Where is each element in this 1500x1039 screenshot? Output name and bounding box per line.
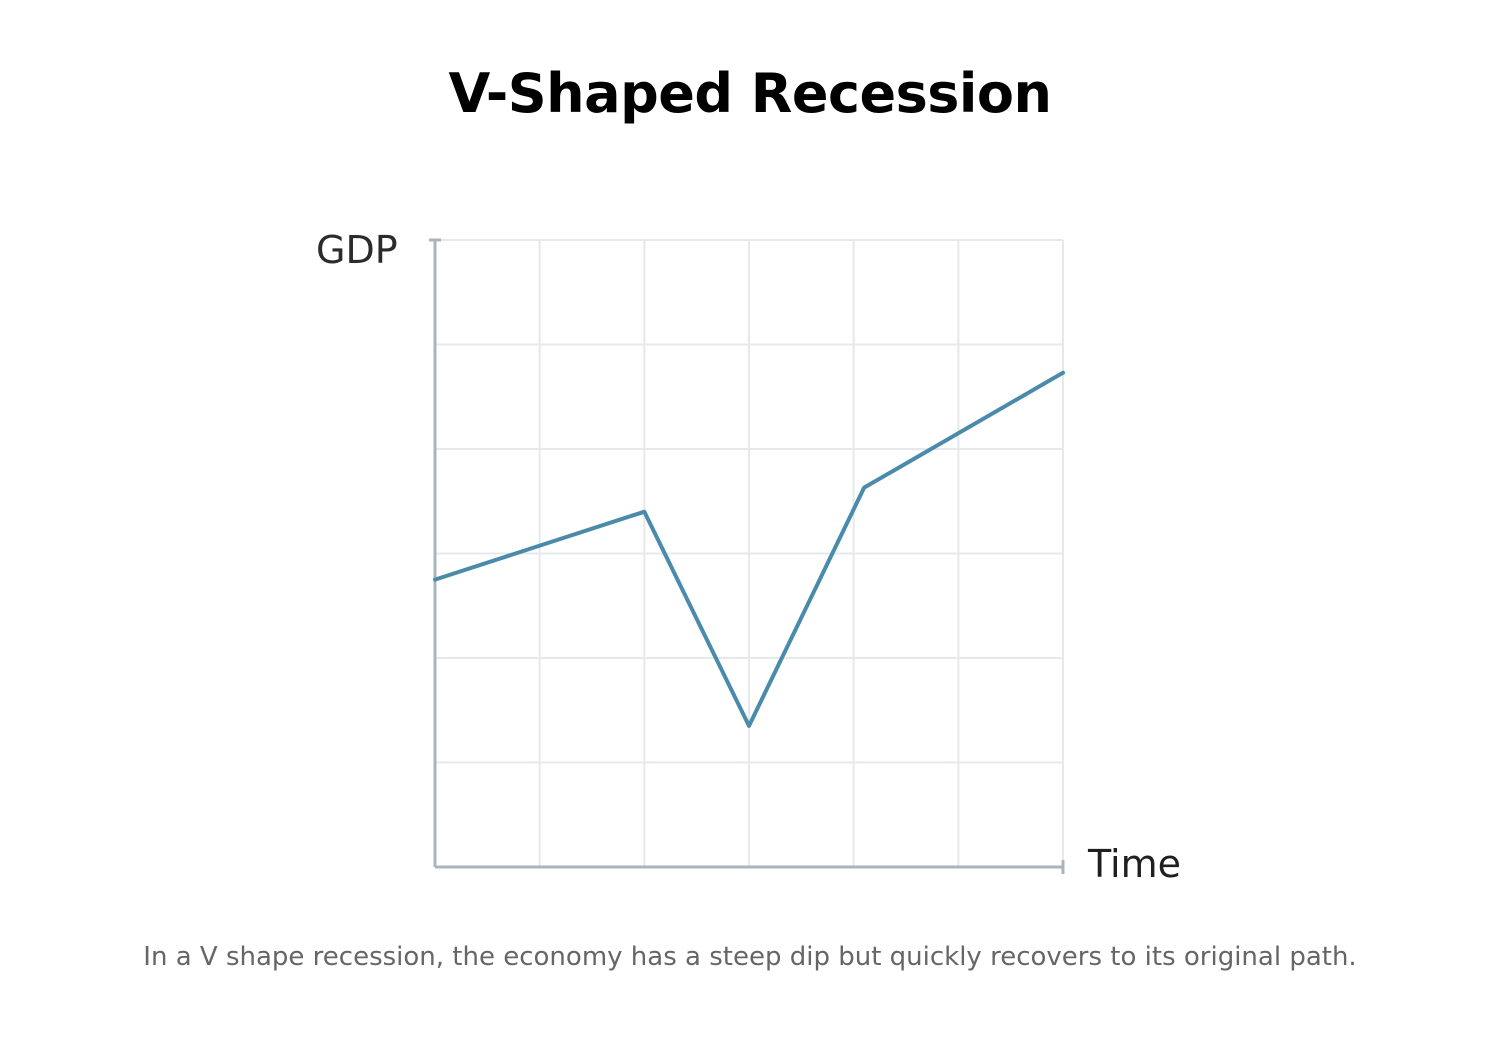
chart-caption: In a V shape recession, the economy has … <box>143 942 1357 972</box>
gdp-series-line <box>433 370 1065 728</box>
x-axis-label: Time <box>1088 842 1181 886</box>
y-axis-label: GDP <box>316 228 398 272</box>
chart-title: V-Shaped Recession <box>448 62 1052 125</box>
